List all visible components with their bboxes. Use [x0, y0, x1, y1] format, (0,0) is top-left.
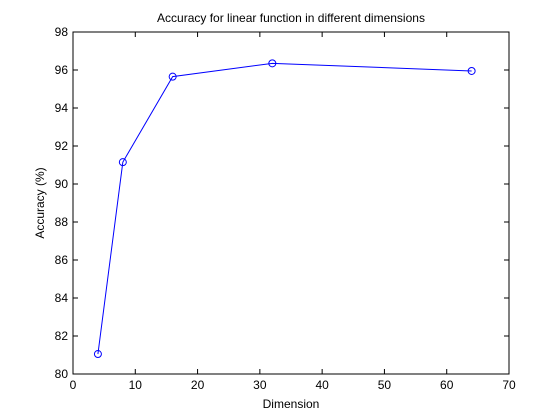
- data-point: [118, 158, 127, 167]
- data-point: [268, 59, 277, 68]
- chart-title: Accuracy for linear function in differen…: [157, 11, 425, 25]
- y-tick-label: 98: [55, 25, 69, 39]
- x-tick-label: 0: [70, 378, 77, 392]
- series-line: [97, 62, 472, 355]
- x-tick-label: 40: [315, 378, 329, 392]
- y-tick-label: 80: [55, 367, 69, 381]
- y-tick-label: 90: [55, 177, 69, 191]
- y-tick-label: 82: [55, 329, 69, 343]
- data-point: [93, 350, 102, 359]
- y-tick-label: 88: [55, 215, 69, 229]
- y-tick-label: 92: [55, 139, 69, 153]
- data-point: [168, 72, 177, 81]
- x-tick-label: 70: [502, 378, 516, 392]
- x-tick-label: 60: [440, 378, 454, 392]
- y-tick-label: 94: [55, 101, 69, 115]
- y-axis-label: Accuracy (%): [33, 167, 47, 238]
- y-axis-ticks: 80 82 84 86 88 90 92 94 96 98: [55, 25, 509, 381]
- y-tick-label: 86: [55, 253, 69, 267]
- series-group: [93, 59, 476, 359]
- plot-area: [72, 31, 510, 375]
- data-point: [467, 66, 476, 75]
- x-tick-label: 50: [378, 378, 392, 392]
- y-tick-label: 84: [55, 291, 69, 305]
- x-axis-label: Dimension: [263, 397, 320, 411]
- x-tick-label: 10: [129, 378, 143, 392]
- x-tick-label: 30: [253, 378, 267, 392]
- x-axis-ticks: 0 10 20 30 40 50 60 70: [70, 32, 516, 392]
- x-tick-label: 20: [191, 378, 205, 392]
- y-tick-label: 96: [55, 63, 69, 77]
